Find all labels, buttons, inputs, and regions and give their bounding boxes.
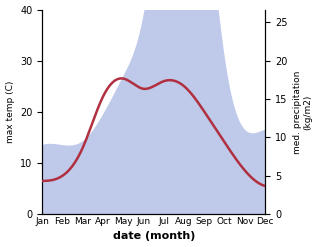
Y-axis label: med. precipitation
(kg/m2): med. precipitation (kg/m2) [293,70,313,154]
Y-axis label: max temp (C): max temp (C) [5,81,15,143]
X-axis label: date (month): date (month) [113,231,195,242]
